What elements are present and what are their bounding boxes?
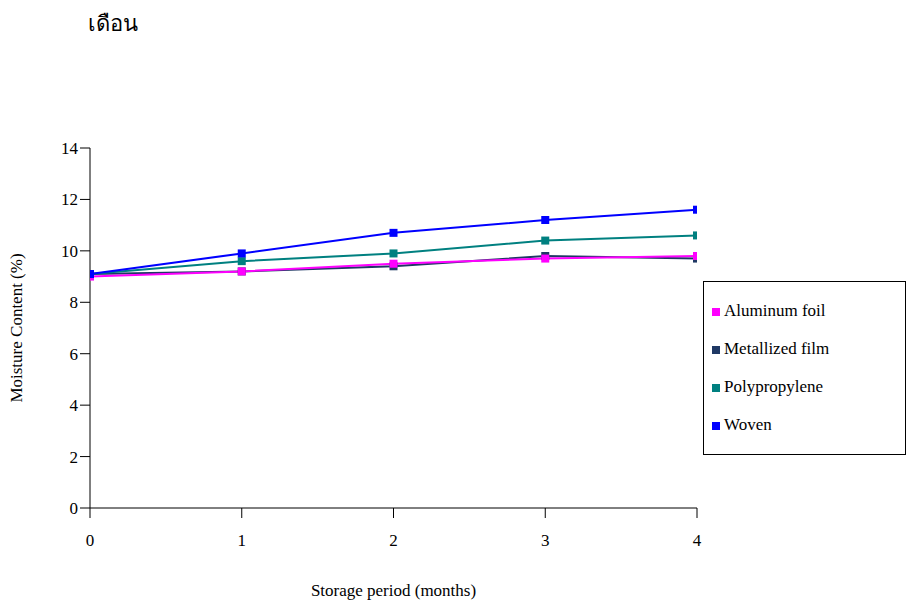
svg-text:6: 6 <box>70 345 79 364</box>
html-text:Metallized film: Metallized film <box>724 338 830 358</box>
svg-text:10: 10 <box>61 242 78 261</box>
html-text:Woven: Woven <box>724 414 772 434</box>
html-text:Polypropylene: Polypropylene <box>724 376 824 396</box>
svg-text:14: 14 <box>61 139 79 158</box>
svg-text:0: 0 <box>70 499 79 518</box>
svg-text:3: 3 <box>541 531 550 550</box>
svg-text:2: 2 <box>70 448 79 467</box>
svg-text:1: 1 <box>238 531 247 550</box>
svg-text:Moisture Content (%): Moisture Content (%) <box>7 253 26 402</box>
svg-text:2: 2 <box>389 531 398 550</box>
svg-text:8: 8 <box>70 293 79 312</box>
svg-text:Storage period (months): Storage period (months) <box>311 581 476 600</box>
html-text:Aluminum foil: Aluminum foil <box>724 300 826 320</box>
svg-text:0: 0 <box>86 531 95 550</box>
svg-text:12: 12 <box>61 190 78 209</box>
svg-text:4: 4 <box>70 396 79 415</box>
svg-text:4: 4 <box>693 531 702 550</box>
html-text:เดือน: เดือน <box>88 11 138 36</box>
